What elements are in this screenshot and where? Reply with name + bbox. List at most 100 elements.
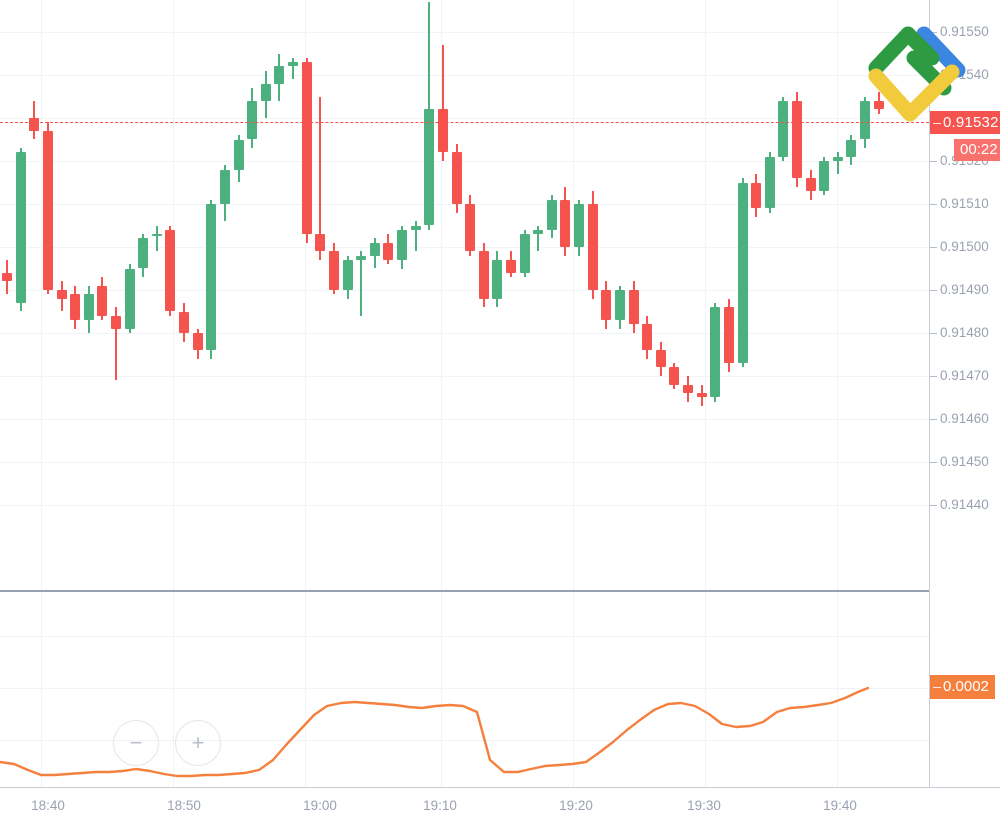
candle xyxy=(356,0,367,591)
candle-body xyxy=(192,333,203,351)
price-tick: 0.91510 xyxy=(930,196,989,212)
price-tick: 0.91550 xyxy=(930,24,989,40)
candle xyxy=(764,0,775,591)
candle-body xyxy=(165,229,176,312)
candle-body xyxy=(860,100,871,140)
candle-body xyxy=(710,307,721,398)
candle xyxy=(29,0,40,591)
indicator-pane[interactable] xyxy=(0,592,929,787)
candle-body xyxy=(397,229,407,260)
grid-line-v xyxy=(441,592,442,787)
candle xyxy=(437,0,448,591)
grid-line-h xyxy=(0,290,929,291)
candle-body xyxy=(655,350,666,368)
zoom-in-button[interactable]: + xyxy=(175,720,221,766)
candle-body xyxy=(846,139,857,157)
candle xyxy=(655,0,666,591)
price-chart-pane[interactable] xyxy=(0,0,929,591)
candle-body xyxy=(819,161,830,192)
candle-body xyxy=(138,238,149,269)
grid-line-v xyxy=(305,592,306,787)
grid-line-v xyxy=(837,592,838,787)
candle-body xyxy=(642,324,653,351)
candle-body xyxy=(42,130,53,290)
candle xyxy=(124,0,135,591)
candle xyxy=(505,0,516,591)
candle xyxy=(424,0,435,591)
candle xyxy=(111,0,121,591)
zoom-out-button[interactable]: − xyxy=(113,720,159,766)
candle-body xyxy=(492,259,503,299)
candle-body xyxy=(533,229,544,235)
candle xyxy=(410,0,421,591)
grid-line-h xyxy=(0,505,929,506)
minus-icon: − xyxy=(129,730,143,755)
candle xyxy=(574,0,584,591)
candle xyxy=(519,0,530,591)
candle xyxy=(15,0,26,591)
grid-line-v xyxy=(441,0,442,591)
candle xyxy=(342,0,353,591)
candle xyxy=(233,0,244,591)
candle xyxy=(301,0,312,591)
candle-wick xyxy=(836,152,839,174)
tick-notch-icon xyxy=(933,122,941,124)
candle-body xyxy=(15,152,26,303)
candle xyxy=(478,0,489,591)
current-price-value: 0.91532 xyxy=(943,114,999,131)
candle xyxy=(83,0,94,591)
grid-line-v xyxy=(573,0,574,591)
candle-body xyxy=(260,83,271,101)
candle xyxy=(328,0,339,591)
candle-body xyxy=(478,251,489,299)
grid-line-v xyxy=(173,592,174,787)
grid-line-h xyxy=(0,75,929,76)
grid-line-h xyxy=(0,204,929,205)
candle-body xyxy=(369,242,380,256)
candle xyxy=(465,0,476,591)
candle xyxy=(723,0,734,591)
candle-body xyxy=(505,259,516,273)
candle xyxy=(601,0,612,591)
grid-line-h xyxy=(0,419,929,420)
candle-wick xyxy=(414,221,417,252)
candle-body xyxy=(179,311,190,333)
candle xyxy=(274,0,285,591)
pane-separator[interactable] xyxy=(0,590,929,592)
candle-body xyxy=(601,290,612,321)
candle xyxy=(179,0,190,591)
grid-line-h xyxy=(0,636,929,637)
candle-body xyxy=(669,367,680,385)
candle xyxy=(819,0,830,591)
candle xyxy=(751,0,762,591)
candle-wick xyxy=(360,251,363,316)
indicator-value-label: 0.0002 xyxy=(930,675,995,699)
candle xyxy=(397,0,407,591)
grid-line-h xyxy=(0,247,929,248)
candle-body xyxy=(587,204,598,290)
candle-body xyxy=(574,204,584,247)
candle-body xyxy=(628,290,639,325)
candle xyxy=(138,0,149,591)
time-axis[interactable]: 18:40 18:50 19:00 19:10 19:20 19:30 19:40 xyxy=(0,787,1000,827)
candle xyxy=(219,0,230,591)
candle-body xyxy=(111,315,121,329)
candle xyxy=(710,0,721,591)
candle-body xyxy=(410,225,421,230)
price-tick: 0.91460 xyxy=(930,411,989,427)
candle-body xyxy=(560,199,571,247)
candle-wick xyxy=(292,57,294,80)
candle xyxy=(2,0,12,591)
indicator-line xyxy=(0,686,870,778)
candle-body xyxy=(451,152,462,204)
candle-body xyxy=(301,62,312,235)
grid-line-v xyxy=(41,592,42,787)
grid-line-v xyxy=(305,0,306,591)
time-tick: 18:50 xyxy=(167,798,201,813)
candle-body xyxy=(832,156,843,161)
candle-body xyxy=(696,393,707,398)
plus-icon: + xyxy=(191,730,205,755)
candle-body xyxy=(83,294,94,321)
candle-body xyxy=(873,100,884,110)
